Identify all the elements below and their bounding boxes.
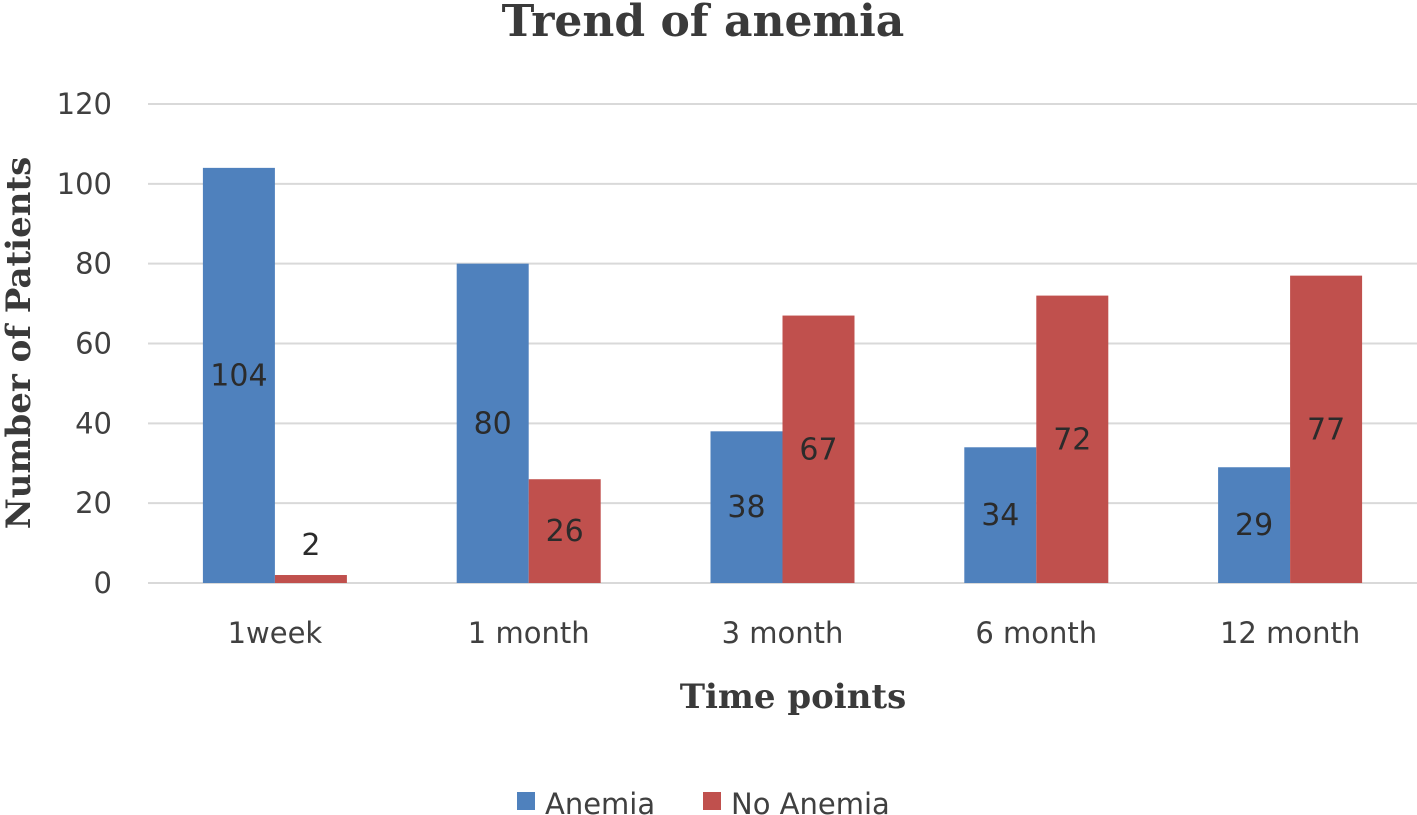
data-labels: 104 2 80 26 38 67 34 72 29 77 xyxy=(210,358,1345,563)
legend-swatch xyxy=(517,792,535,810)
data-label: 2 xyxy=(301,528,320,563)
legend-label: No Anemia xyxy=(731,787,890,815)
x-tick-label: 12 month xyxy=(1220,616,1360,650)
bar-anemia xyxy=(1218,467,1291,583)
legend-label: Anemia xyxy=(545,787,655,815)
x-axis-ticks: 1week 1 month 3 month 6 month 12 month xyxy=(228,616,1361,650)
y-axis-title: Number of Patients xyxy=(0,157,39,530)
data-label: 77 xyxy=(1307,412,1345,447)
bar-anemia xyxy=(456,263,529,583)
y-axis-ticks: 0 20 40 60 80 100 120 xyxy=(57,87,112,600)
data-label: 34 xyxy=(981,498,1019,533)
x-axis-title: Time points xyxy=(680,677,907,717)
x-tick-label: 6 month xyxy=(975,616,1097,650)
chart-title: Trend of anemia xyxy=(502,0,905,47)
bar-anemia xyxy=(964,447,1037,583)
y-tick-label: 120 xyxy=(57,87,112,121)
bar-no-anemia xyxy=(274,575,347,583)
y-tick-label: 20 xyxy=(75,486,112,520)
x-tick-label: 1 month xyxy=(468,616,590,650)
y-tick-label: 0 xyxy=(94,566,112,600)
bars xyxy=(202,167,1363,583)
bar-no-anemia xyxy=(1290,275,1363,583)
data-label: 38 xyxy=(727,490,765,525)
bar-anemia xyxy=(710,431,783,583)
y-tick-label: 60 xyxy=(75,327,112,361)
x-tick-label: 3 month xyxy=(722,616,844,650)
data-label: 104 xyxy=(210,358,267,393)
legend-swatch xyxy=(703,792,721,810)
y-tick-label: 100 xyxy=(57,167,112,201)
y-tick-label: 80 xyxy=(75,247,112,281)
bar-no-anemia xyxy=(1036,295,1109,583)
data-label: 29 xyxy=(1235,508,1273,543)
bar-anemia xyxy=(202,167,275,583)
legend: Anemia No Anemia xyxy=(517,787,890,815)
bar-no-anemia xyxy=(528,479,601,583)
data-label: 72 xyxy=(1053,422,1091,457)
data-label: 80 xyxy=(474,406,512,441)
bar-no-anemia xyxy=(782,315,855,583)
data-label: 26 xyxy=(546,514,584,549)
data-label: 67 xyxy=(799,432,837,467)
x-tick-label: 1week xyxy=(228,616,323,650)
y-tick-label: 40 xyxy=(75,406,112,440)
